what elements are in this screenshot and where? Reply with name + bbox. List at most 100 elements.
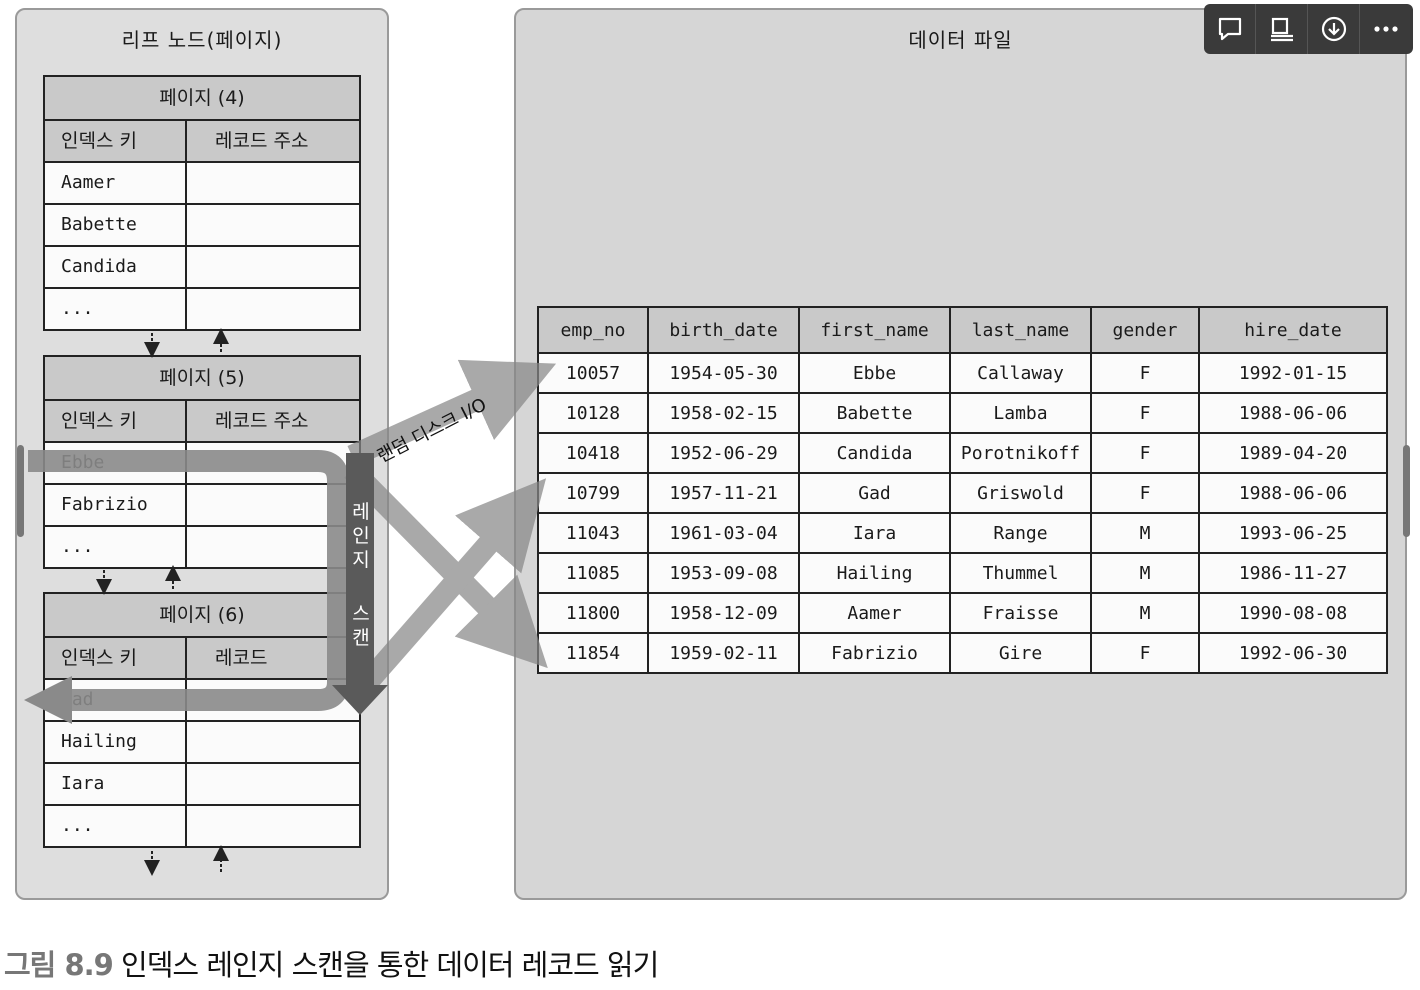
range-scan-label-2: 스 캔 bbox=[350, 602, 372, 650]
index-page-6: 페이지 (6) 인덱스 키 레코드 Gad Hailing Iara ... bbox=[43, 592, 361, 848]
record-address bbox=[187, 485, 359, 525]
index-row: Hailing bbox=[45, 722, 359, 764]
record-address bbox=[187, 247, 359, 287]
table-cell-gender: F bbox=[1090, 432, 1200, 474]
column-header: hire_date bbox=[1198, 306, 1388, 354]
index-row: Candida bbox=[45, 247, 359, 289]
index-key: ... bbox=[45, 289, 187, 329]
header-record-address: 레코드 주소 bbox=[215, 130, 309, 152]
index-key: ... bbox=[45, 806, 187, 846]
data-file-table: emp_no birth_date first_name last_name g… bbox=[537, 306, 1388, 674]
table-row: 11043 1961-03-04 Iara Range M 1993-06-25 bbox=[537, 512, 1388, 554]
column-header: gender bbox=[1090, 306, 1200, 354]
table-cell-last_name: Griswold bbox=[949, 472, 1092, 514]
index-row: Iara bbox=[45, 764, 359, 806]
page-title: 페이지 (6) bbox=[45, 594, 359, 638]
table-cell-first_name: Gad bbox=[798, 472, 951, 514]
table-cell-gender: F bbox=[1090, 392, 1200, 434]
table-cell-hire_date: 1990-08-08 bbox=[1198, 592, 1388, 634]
random-io-label: 랜덤 디스크 I/O bbox=[373, 394, 491, 468]
column-header: first_name bbox=[798, 306, 951, 354]
caption-text: 인덱스 레인지 스캔을 통한 데이터 레코드 읽기 bbox=[112, 948, 659, 982]
download-button[interactable] bbox=[1308, 4, 1360, 54]
right-scroll-handle[interactable] bbox=[1403, 445, 1410, 537]
index-page-5: 페이지 (5) 인덱스 키 레코드 주소 Ebbe Fabrizio ... bbox=[43, 355, 361, 569]
record-address bbox=[187, 680, 359, 720]
index-key: Ebbe bbox=[45, 443, 187, 483]
table-cell-birth_date: 1958-12-09 bbox=[647, 592, 800, 634]
column-header: last_name bbox=[949, 306, 1092, 354]
table-cell-birth_date: 1959-02-11 bbox=[647, 632, 800, 674]
table-cell-last_name: Porotnikoff bbox=[949, 432, 1092, 474]
table-cell-first_name: Ebbe bbox=[798, 352, 951, 394]
record-address bbox=[187, 205, 359, 245]
more-button[interactable] bbox=[1360, 4, 1412, 54]
table-cell-hire_date: 1988-06-06 bbox=[1198, 472, 1388, 514]
page-title: 페이지 (5) bbox=[45, 357, 359, 401]
table-cell-gender: M bbox=[1090, 592, 1200, 634]
record-address bbox=[187, 163, 359, 203]
data-panel-title: 데이터 파일 bbox=[908, 28, 1013, 52]
header-index-key: 인덱스 키 bbox=[45, 401, 187, 441]
header-record-address: 레코드 bbox=[215, 647, 268, 669]
column-header: emp_no bbox=[537, 306, 649, 354]
left-scroll-handle[interactable] bbox=[17, 445, 24, 537]
header-index-key: 인덱스 키 bbox=[45, 121, 187, 161]
index-key: ... bbox=[45, 527, 187, 567]
header-record-address: 레코드 주소 bbox=[215, 410, 309, 432]
table-cell-hire_date: 1988-06-06 bbox=[1198, 392, 1388, 434]
table-cell-last_name: Callaway bbox=[949, 352, 1092, 394]
table-cell-hire_date: 1986-11-27 bbox=[1198, 552, 1388, 594]
index-key: Gad bbox=[45, 680, 187, 720]
page-header: 인덱스 키 레코드 주소 bbox=[45, 121, 359, 163]
header-index-key: 인덱스 키 bbox=[45, 638, 187, 678]
table-cell-birth_date: 1958-02-15 bbox=[647, 392, 800, 434]
table-cell-emp_no: 11043 bbox=[537, 512, 649, 554]
index-key: Babette bbox=[45, 205, 187, 245]
table-cell-last_name: Gire bbox=[949, 632, 1092, 674]
more-icon bbox=[1374, 26, 1398, 32]
table-cell-birth_date: 1957-11-21 bbox=[647, 472, 800, 514]
table-cell-emp_no: 11085 bbox=[537, 552, 649, 594]
present-icon bbox=[1270, 17, 1293, 42]
table-cell-emp_no: 11800 bbox=[537, 592, 649, 634]
table-row: 11800 1958-12-09 Aamer Fraisse M 1990-08-08 bbox=[537, 592, 1388, 634]
download-icon bbox=[1321, 16, 1346, 42]
index-key: Iara bbox=[45, 764, 187, 804]
page-header: 인덱스 키 레코드 bbox=[45, 638, 359, 680]
index-key: Hailing bbox=[45, 722, 187, 762]
figure-caption: 그림 8.9 인덱스 레인지 스캔을 통한 데이터 레코드 읽기 bbox=[4, 942, 659, 984]
index-key: Candida bbox=[45, 247, 187, 287]
table-cell-birth_date: 1961-03-04 bbox=[647, 512, 800, 554]
table-header-row: emp_no birth_date first_name last_name g… bbox=[537, 306, 1388, 354]
table-row: 11854 1959-02-11 Fabrizio Gire F 1992-06-30 bbox=[537, 632, 1388, 674]
record-address bbox=[187, 722, 359, 762]
table-cell-last_name: Thummel bbox=[949, 552, 1092, 594]
table-cell-gender: F bbox=[1090, 352, 1200, 394]
table-cell-hire_date: 1993-06-25 bbox=[1198, 512, 1388, 554]
table-cell-emp_no: 11854 bbox=[537, 632, 649, 674]
table-row: 10057 1954-05-30 Ebbe Callaway F 1992-01-15 bbox=[537, 352, 1388, 394]
record-address bbox=[187, 289, 359, 329]
index-row: Gad bbox=[45, 680, 359, 722]
present-button[interactable] bbox=[1256, 4, 1308, 54]
table-cell-first_name: Fabrizio bbox=[798, 632, 951, 674]
comment-button[interactable] bbox=[1204, 4, 1256, 54]
page-header: 인덱스 키 레코드 주소 bbox=[45, 401, 359, 443]
table-cell-first_name: Aamer bbox=[798, 592, 951, 634]
table-cell-first_name: Candida bbox=[798, 432, 951, 474]
table-cell-emp_no: 10128 bbox=[537, 392, 649, 434]
table-row: 11085 1953-09-08 Hailing Thummel M 1986-11-27 bbox=[537, 552, 1388, 594]
table-cell-gender: F bbox=[1090, 632, 1200, 674]
table-row: 10418 1952-06-29 Candida Porotnikoff F 1989-0… bbox=[537, 432, 1388, 474]
comment-icon bbox=[1218, 17, 1241, 41]
table-cell-last_name: Range bbox=[949, 512, 1092, 554]
record-address bbox=[187, 764, 359, 804]
table-cell-hire_date: 1989-04-20 bbox=[1198, 432, 1388, 474]
index-row: ... bbox=[45, 289, 359, 329]
range-scan-label: 레 인 지 bbox=[350, 500, 372, 572]
table-cell-emp_no: 10057 bbox=[537, 352, 649, 394]
table-cell-last_name: Lamba bbox=[949, 392, 1092, 434]
caption-number: 그림 8.9 bbox=[4, 948, 114, 982]
index-row: ... bbox=[45, 806, 359, 846]
